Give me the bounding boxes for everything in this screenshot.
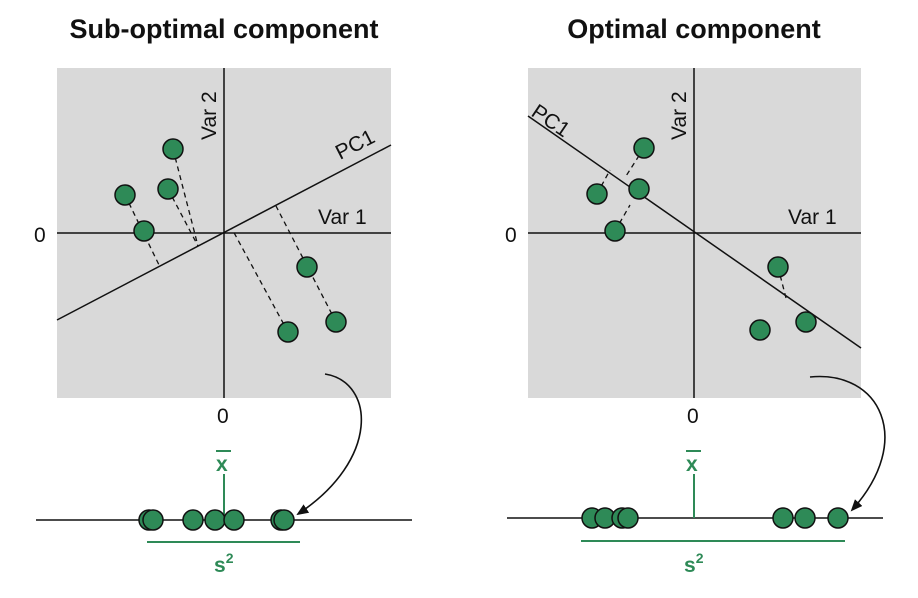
- zero-y-label: 0: [505, 224, 517, 247]
- zero-x-label: 0: [217, 405, 229, 428]
- projected-axis-left: x s2: [36, 450, 412, 577]
- projected-point: [617, 507, 639, 529]
- variance-label: s2: [214, 550, 234, 577]
- data-point: [749, 319, 771, 341]
- projected-points: [581, 507, 849, 529]
- data-point: [296, 256, 318, 278]
- data-point: [325, 311, 347, 333]
- projection-line: [625, 147, 645, 177]
- projected-point: [204, 509, 226, 531]
- sub-optimal-panel: Var 1 Var 2 PC1 0 0 x s2: [34, 68, 412, 577]
- pc1-line: [527, 115, 862, 349]
- projection-line: [231, 228, 289, 333]
- projected-point: [182, 509, 204, 531]
- variance-label: s2: [684, 550, 704, 577]
- var2-label: Var 2: [198, 91, 221, 140]
- data-point: [277, 321, 299, 343]
- projection-line: [172, 148, 199, 247]
- mean-label: x: [686, 453, 698, 476]
- projected-point: [273, 509, 295, 531]
- projected-points: [138, 509, 295, 531]
- data-point: [162, 138, 184, 160]
- data-point: [795, 311, 817, 333]
- optimal-title: Optimal component: [567, 14, 821, 44]
- data-point: [114, 184, 136, 206]
- var1-label: Var 1: [788, 206, 837, 229]
- pc1-line: [56, 144, 392, 321]
- sub-optimal-title: Sub-optimal component: [69, 14, 379, 44]
- data-points: [586, 137, 817, 341]
- projection-arrow: [296, 373, 363, 516]
- projected-point: [827, 507, 849, 529]
- data-point: [628, 178, 650, 200]
- var2-label: Var 2: [668, 91, 691, 140]
- data-point: [157, 178, 179, 200]
- projected-point: [794, 507, 816, 529]
- data-point: [586, 183, 608, 205]
- projected-point: [142, 509, 164, 531]
- projected-axis-right: x s2: [507, 450, 883, 577]
- var1-label: Var 1: [318, 206, 367, 229]
- zero-x-label: 0: [687, 405, 699, 428]
- data-point: [767, 256, 789, 278]
- data-point: [604, 220, 626, 242]
- projected-point: [223, 509, 245, 531]
- projected-point: [772, 507, 794, 529]
- data-point: [133, 220, 155, 242]
- mean-label: x: [216, 453, 228, 476]
- projection-arrow: [809, 375, 886, 512]
- optimal-panel: Var 1 Var 2 PC1 0 0 x s2: [505, 68, 886, 577]
- data-points: [114, 138, 347, 343]
- zero-y-label: 0: [34, 224, 46, 247]
- data-point: [633, 137, 655, 159]
